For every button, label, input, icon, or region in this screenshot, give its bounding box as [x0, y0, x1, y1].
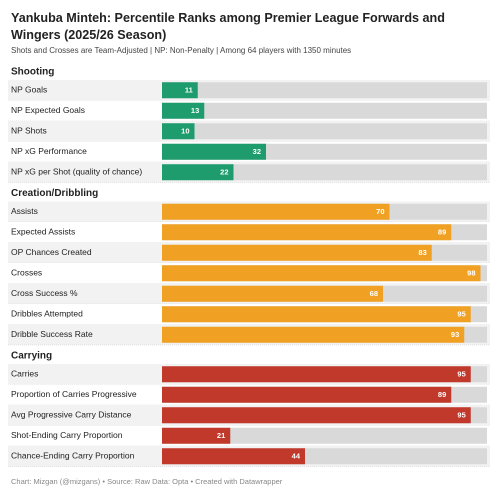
value-label: 44: [292, 452, 301, 461]
value-label: 11: [185, 86, 193, 95]
category-label: Dribble Success Rate: [11, 329, 93, 339]
value-label: 89: [438, 390, 446, 399]
bar: [162, 448, 305, 465]
bar-track: [162, 164, 487, 181]
bar: [162, 244, 432, 261]
bar: [162, 386, 452, 403]
value-label: 95: [457, 370, 465, 379]
bar: [162, 203, 390, 220]
category-label: NP Shots: [11, 126, 47, 136]
category-label: Carries: [11, 369, 38, 379]
bar: [162, 123, 195, 140]
value-label: 95: [457, 310, 465, 319]
category-label: NP xG per Shot (quality of chance): [11, 167, 142, 177]
value-label: 95: [457, 411, 465, 420]
bar: [162, 407, 471, 424]
bar-track: [162, 427, 487, 444]
bar: [162, 102, 205, 119]
category-label: Expected Assists: [11, 227, 75, 237]
value-label: 83: [418, 248, 426, 257]
bar: [162, 306, 471, 323]
bar: [162, 82, 198, 99]
section-header: Creation/Dribbling: [11, 188, 98, 199]
bar: [162, 164, 234, 181]
value-label: 68: [370, 289, 378, 298]
value-label: 10: [181, 127, 189, 136]
bar: [162, 285, 383, 302]
chart-subtitle: Shots and Crosses are Team-Adjusted | NP…: [11, 46, 352, 55]
chart-footer: Chart: Mizgan (@mizgans) • Source: Raw D…: [11, 477, 283, 486]
bar: [162, 366, 471, 383]
value-label: 13: [191, 106, 199, 115]
category-label: Dribbles Attempted: [11, 309, 83, 319]
category-label: NP Expected Goals: [11, 105, 85, 115]
category-label: Assists: [11, 206, 38, 216]
value-label: 32: [253, 147, 261, 156]
category-label: NP Goals: [11, 85, 47, 95]
bar-track: [162, 123, 487, 140]
bar: [162, 224, 452, 241]
value-label: 22: [220, 168, 228, 177]
bar-track: [162, 82, 487, 99]
value-label: 93: [451, 330, 459, 339]
section-header: Shooting: [11, 67, 54, 78]
category-label: Crosses: [11, 268, 42, 278]
category-label: Avg Progressive Carry Distance: [11, 410, 132, 420]
bar-track: [162, 102, 487, 119]
value-label: 70: [376, 207, 384, 216]
category-label: NP xG Performance: [11, 146, 87, 156]
bar: [162, 265, 481, 282]
category-label: OP Chances Created: [11, 247, 92, 257]
category-label: Cross Success %: [11, 288, 78, 298]
value-label: 98: [467, 269, 475, 278]
category-label: Proportion of Carries Progressive: [11, 389, 137, 399]
category-label: Chance-Ending Carry Proportion: [11, 451, 135, 461]
value-label: 21: [217, 431, 225, 440]
section-header: Carrying: [11, 351, 52, 362]
chart-title: Yankuba Minteh: Percentile Ranks among P…: [11, 11, 445, 42]
category-label: Shot-Ending Carry Proportion: [11, 430, 123, 440]
value-label: 89: [438, 228, 446, 237]
bar: [162, 427, 231, 444]
bar: [162, 143, 266, 160]
bar: [162, 326, 465, 343]
